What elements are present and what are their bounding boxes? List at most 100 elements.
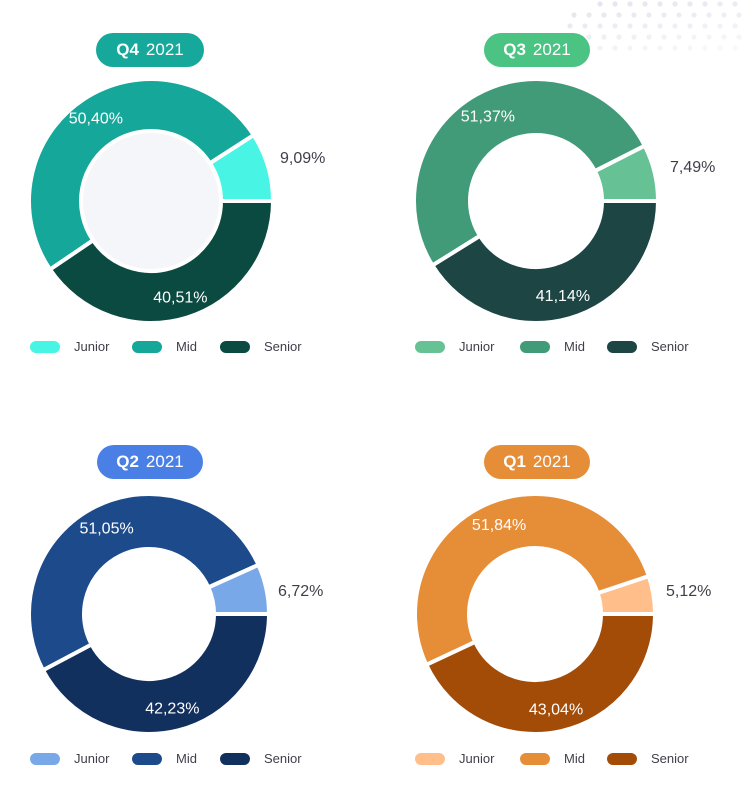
legend-swatch-mid [520,341,550,353]
decorative-dot [646,34,652,40]
legend-label-senior: Senior [651,751,689,766]
donut-hole [81,131,221,271]
donut-slice-mid [27,77,256,272]
decorative-dot [717,23,723,29]
donut-hole [84,549,214,679]
decorative-dot [721,12,727,18]
legend-swatch-mid [132,753,162,765]
legend-swatch-mid [520,753,550,765]
quarter-pill-q3: Q3 2021 [484,33,590,67]
decorative-dot [691,12,697,18]
decorative-dot [612,23,618,29]
decorative-dot [601,34,607,40]
legend-swatch-senior [607,341,637,353]
decorative-dot [627,1,633,7]
donut-slice-mid [412,77,647,268]
quarter-label: Q2 [116,452,139,471]
legend-swatch-junior [30,341,60,353]
decorative-dot [706,12,712,18]
junior-value-label: 9,09% [280,150,326,167]
donut-slice-senior [41,612,271,736]
decorative-dot [627,45,633,51]
decorative-dot [567,23,573,29]
decorative-dot [657,23,663,29]
mid-value-label: 50,40% [69,111,123,128]
decorative-dot [736,34,742,40]
junior-value-label: 5,12% [666,583,712,600]
senior-value-label: 43,04% [529,702,583,719]
decorative-dot [717,1,723,7]
donut-slice-mid [413,492,651,667]
senior-value-label: 42,23% [145,701,199,718]
donut-slice-mid [27,492,261,673]
decorative-dot [642,23,648,29]
donut-slice-senior [424,612,657,736]
decorative-dot [687,1,693,7]
legend-swatch-junior [415,341,445,353]
decorative-dot [582,23,588,29]
donut-hole [470,135,602,267]
decorative-dot [642,1,648,7]
quarter-label: Q3 [503,40,526,59]
decorative-dot [732,23,738,29]
year-label: 2021 [532,452,571,471]
decorative-dot [676,12,682,18]
decorative-dot [672,23,678,29]
decorative-dot [612,1,618,7]
legend-swatch-mid [132,341,162,353]
year-label: 2021 [145,452,184,471]
legend-swatch-senior [220,341,250,353]
legend-label-junior: Junior [74,751,110,766]
decorative-dot [702,45,708,51]
chart-q3-2021: Q3 2021 51,37% 41,14% 7,49% Junior Mid Sen… [385,0,715,380]
quarter-label: Q1 [503,452,526,471]
decorative-dot [676,34,682,40]
mid-value-label: 51,84% [472,517,526,534]
decorative-dot [736,12,742,18]
legend-label-junior: Junior [459,751,495,766]
decorative-dot [612,45,618,51]
decorative-dot [657,45,663,51]
donut-hole [469,548,601,680]
quarter-label: Q4 [116,40,139,59]
legend-swatch-junior [30,753,60,765]
senior-value-label: 40,51% [153,290,207,307]
quarter-pill-q1: Q1 2021 [484,445,590,479]
decorative-dot [597,23,603,29]
decorative-dot-pattern [567,1,742,51]
senior-value-label: 41,14% [536,288,590,305]
decorative-dot [687,23,693,29]
decorative-dot [642,45,648,51]
decorative-dot [702,23,708,29]
legend-label-mid: Mid [176,339,197,354]
junior-value-label: 6,72% [278,583,324,600]
decorative-dot [631,12,637,18]
legend-label-mid: Mid [564,751,585,766]
legend-label-junior: Junior [74,339,110,354]
decorative-dot [702,1,708,7]
decorative-dot [657,1,663,7]
donut-chart: 51,84% 43,04% [413,492,657,736]
decorative-dot [691,34,697,40]
decorative-dot [661,34,667,40]
donut-chart: 51,05% 42,23% [27,492,271,736]
legend-label-junior: Junior [459,339,495,354]
legend-label-mid: Mid [564,339,585,354]
decorative-dot [631,34,637,40]
legend-label-senior: Senior [264,751,302,766]
decorative-dot [672,1,678,7]
quarter-pill-q2: Q2 2021 [97,445,203,479]
legend-swatch-junior [415,753,445,765]
mid-value-label: 51,05% [79,520,133,537]
mid-value-label: 51,37% [461,109,515,126]
donut-chart: 50,40% 40,51% [27,77,275,325]
chart-q2-2021: Q2 2021 51,05% 42,23% 6,72% Junior Mid Sen… [0,412,324,792]
legend-swatch-senior [607,753,637,765]
decorative-dot [597,1,603,7]
decorative-dot [616,12,622,18]
decorative-dot [687,45,693,51]
legend-swatch-senior [220,753,250,765]
decorative-dot [706,34,712,40]
decorative-dot [661,12,667,18]
chart-q1-2021: Q1 2021 51,84% 43,04% 5,12% Junior Mid Sen… [385,412,711,792]
